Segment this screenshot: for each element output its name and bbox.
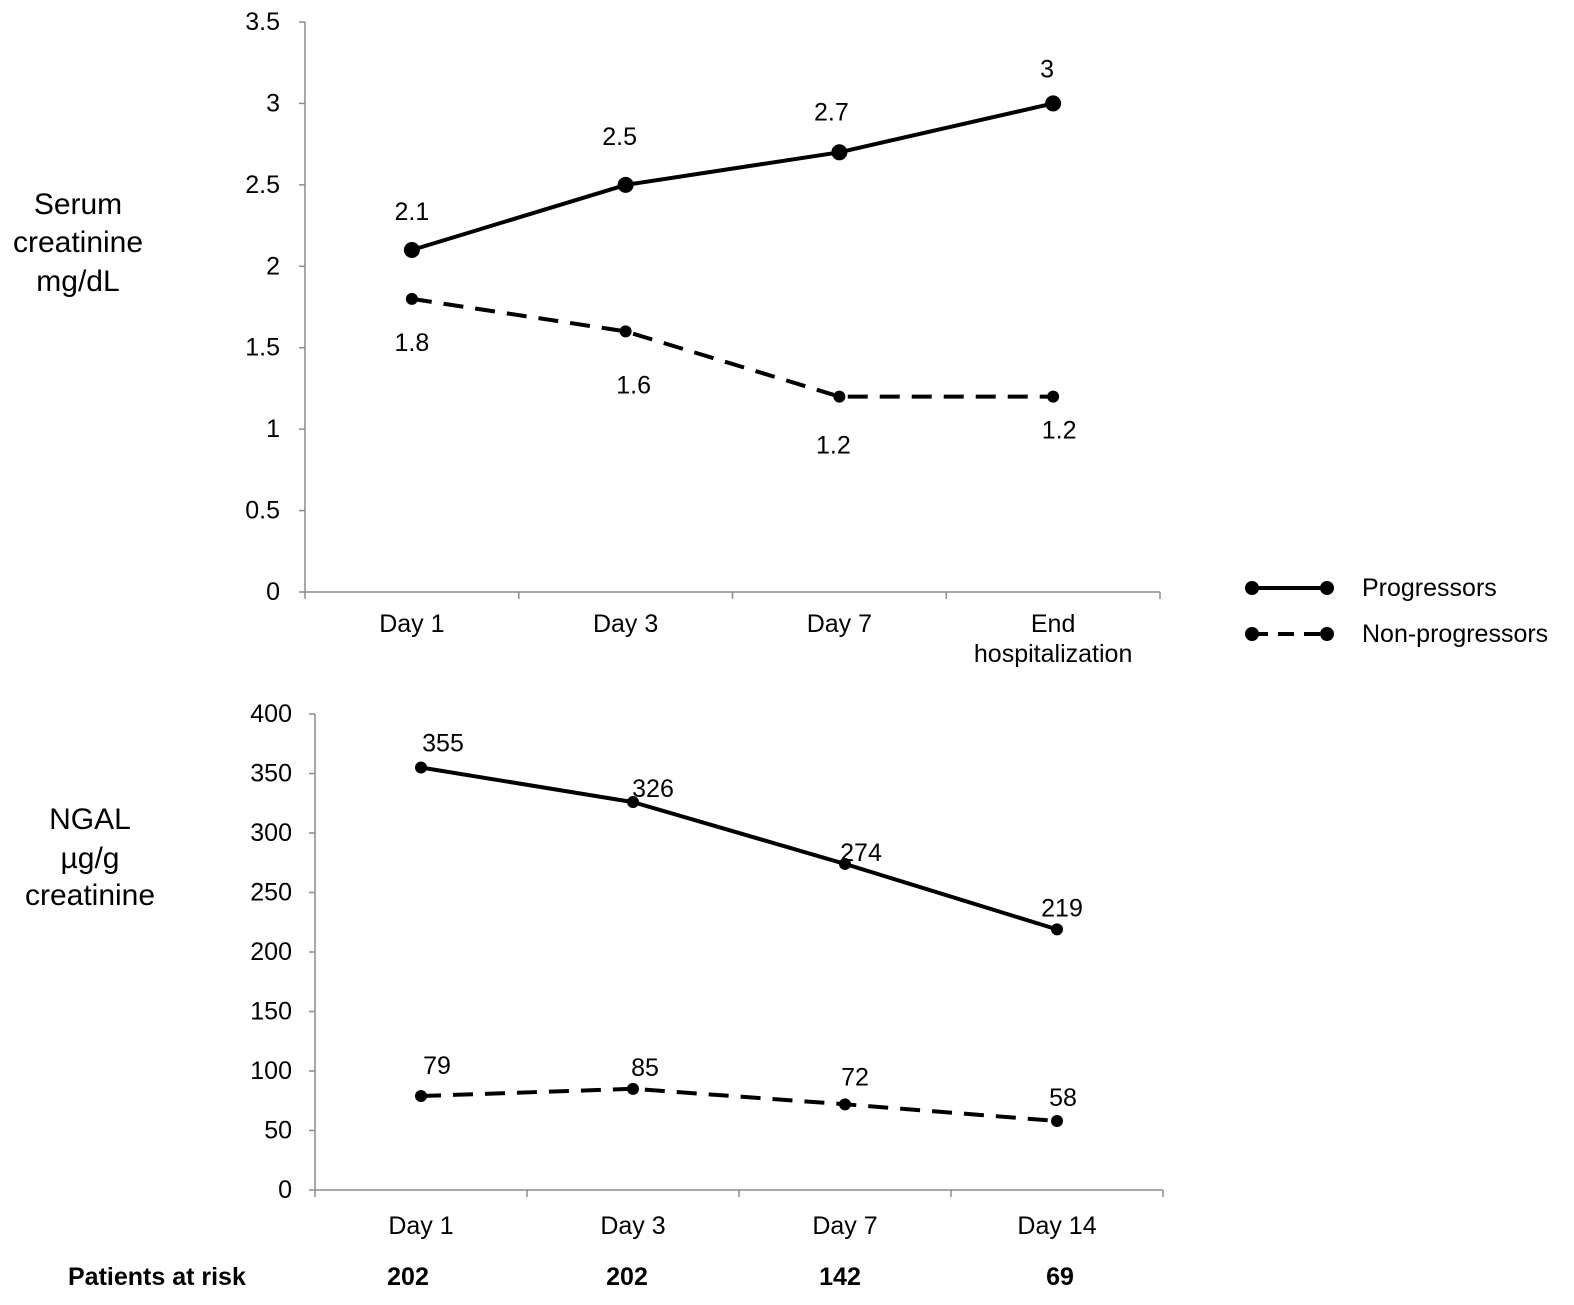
ngal-y-axis-label: µg/g <box>61 842 120 875</box>
scr-y-axis-label: mg/dL <box>36 265 119 298</box>
scr-non-progressors-point <box>1047 390 1060 403</box>
scr-y-tick-label: 1.5 <box>245 334 280 362</box>
scr-y-tick-label: 1 <box>266 415 280 443</box>
patients-at-risk-table: Patients at risk 202 202 142 69 <box>68 1263 1074 1291</box>
scr-progressors-data-label: 3 <box>1040 55 1054 83</box>
ngal-y-axis-label: creatinine <box>25 879 155 912</box>
ngal-progressors-point <box>627 796 639 809</box>
legend-progressors-label: Progressors <box>1362 574 1497 602</box>
scr-y-tick-label: 2 <box>266 252 280 280</box>
scr-y-tick-label: 3.5 <box>245 8 280 36</box>
ngal-non-progressors-point <box>1051 1114 1063 1127</box>
ngal-non-progressors-point <box>627 1082 639 1095</box>
risk-table-value: 69 <box>1046 1263 1074 1291</box>
ngal-progressors-data-label: 219 <box>1041 894 1083 922</box>
ngal-progressors-data-label: 274 <box>840 839 882 867</box>
ngal-x-tick-label: Day 1 <box>388 1212 453 1240</box>
ngal-x-tick-label: Day 3 <box>600 1212 665 1240</box>
ngal-non-progressors-point <box>415 1089 427 1102</box>
ngal-non-progressors-line <box>420 1086 1058 1123</box>
scr-non-progressors-data-label: 1.2 <box>816 432 851 460</box>
scr-y-tick-label: 0 <box>266 578 280 606</box>
risk-table-label: Patients at risk <box>68 1263 246 1291</box>
serum-creatinine-chart: 0 0.5 1 1.5 2 2.5 3 3.5 Day 1 Day 3 Day 7 Endhospit… <box>13 8 1161 668</box>
scr-y-tick-label: 2.5 <box>245 171 280 199</box>
scr-progressors-point <box>831 144 848 161</box>
ngal-x-tick-label: Day 14 <box>1017 1212 1096 1240</box>
scr-y-axis-label: Serum <box>34 188 122 221</box>
ngal-non-progressors-data-label: 72 <box>841 1063 869 1091</box>
scr-progressors-line <box>411 101 1054 252</box>
legend-non-progressors-marker <box>1245 627 1259 641</box>
scr-progressors-data-label: 2.7 <box>814 98 849 126</box>
scr-progressors-point <box>1045 95 1062 112</box>
ngal-progressors-line <box>420 765 1058 932</box>
ngal-y-tick-label: 400 <box>250 700 292 728</box>
ngal-non-progressors-data-label: 58 <box>1049 1084 1077 1112</box>
ngal-y-tick-label: 350 <box>250 760 292 788</box>
scr-non-progressors-data-label: 1.2 <box>1042 417 1077 445</box>
ngal-progressors-point <box>415 761 427 774</box>
scr-non-progressors-point <box>833 390 846 403</box>
scr-y-axis-label: creatinine <box>13 226 143 259</box>
legend: Progressors Non-progressors <box>1245 574 1548 648</box>
scr-non-progressors-point <box>619 325 632 338</box>
ngal-y-tick-label: 250 <box>250 879 292 907</box>
ngal-non-progressors-data-label: 85 <box>631 1054 659 1082</box>
scr-progressors-data-label: 2.1 <box>394 198 429 226</box>
ngal-progressors-point <box>839 857 851 870</box>
risk-table-value: 202 <box>606 1263 648 1291</box>
legend-progressors-marker <box>1320 581 1334 595</box>
ngal-y-tick-label: 300 <box>250 819 292 847</box>
ngal-chart: 0 50 100 150 200 250 300 350 400 Day 1 Day 3 Day 7 D… <box>25 700 1164 1240</box>
risk-table-value: 202 <box>387 1263 429 1291</box>
scr-x-tick-label: Day 7 <box>807 610 872 638</box>
ngal-y-tick-label: 150 <box>250 998 292 1026</box>
scr-y-tick-label: 3 <box>266 89 280 117</box>
scr-non-progressors-data-label: 1.8 <box>394 329 429 357</box>
scr-non-progressors-line <box>411 296 1054 399</box>
scr-x-tick-label: Day 3 <box>593 610 658 638</box>
ngal-y-tick-label: 200 <box>250 938 292 966</box>
ngal-non-progressors-data-label: 79 <box>423 1052 451 1080</box>
ngal-progressors-data-label: 355 <box>422 730 464 758</box>
ngal-progressors-point <box>1051 923 1063 936</box>
ngal-x-tick-label: Day 7 <box>812 1212 877 1240</box>
scr-progressors-data-label: 2.5 <box>602 123 637 151</box>
scr-x-tick-label: End <box>1031 610 1075 638</box>
scr-progressors-point <box>617 176 634 193</box>
scr-x-tick-label: Day 1 <box>379 610 444 638</box>
scr-y-tick-label: 0.5 <box>245 497 280 525</box>
scr-x-tick-label: hospitalization <box>974 640 1132 668</box>
ngal-y-tick-label: 50 <box>264 1117 292 1145</box>
scr-progressors-point <box>403 242 420 258</box>
risk-table-value: 142 <box>819 1263 861 1291</box>
ngal-y-axis-label: NGAL <box>49 803 131 836</box>
scr-non-progressors-point <box>405 292 418 305</box>
ngal-y-tick-label: 0 <box>278 1176 292 1204</box>
legend-progressors-marker <box>1245 581 1259 595</box>
ngal-progressors-data-label: 326 <box>632 775 674 803</box>
legend-non-progressors-label: Non-progressors <box>1362 620 1548 648</box>
ngal-non-progressors-point <box>839 1098 851 1111</box>
legend-non-progressors-marker <box>1320 627 1334 641</box>
ngal-y-tick-label: 100 <box>250 1057 292 1085</box>
scr-non-progressors-data-label: 1.6 <box>616 371 651 399</box>
